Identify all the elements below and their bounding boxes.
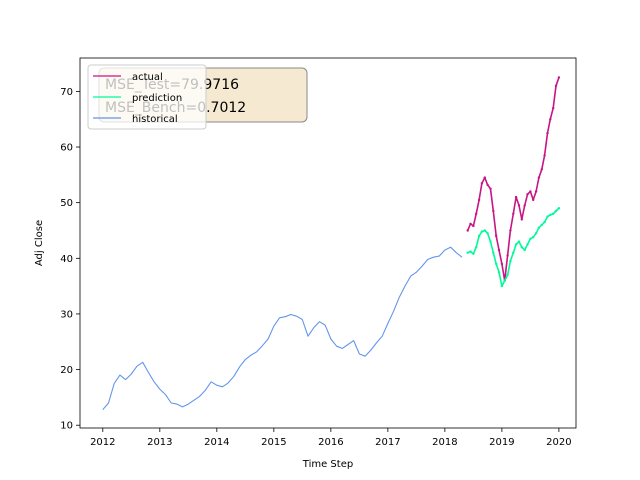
y-axis: 10 20 30 40 50 60 70 [60, 87, 80, 432]
data-point-actual [500, 262, 504, 266]
data-point-prediction [509, 259, 512, 263]
y-axis-label: Adj Close [34, 220, 45, 266]
x-tick-label: 2016 [318, 437, 343, 448]
data-point-prediction [540, 223, 543, 227]
y-tick-label: 20 [60, 365, 73, 376]
data-point-prediction [489, 240, 492, 243]
x-tick-label: 2015 [261, 437, 286, 448]
data-point-prediction [517, 240, 521, 243]
data-point-actual [486, 183, 489, 187]
data-point-prediction [546, 215, 549, 218]
data-point-prediction [480, 230, 484, 233]
data-point-prediction [526, 243, 529, 246]
data-point-prediction [520, 246, 523, 249]
legend-label-prediction: prediction [132, 93, 182, 104]
data-point-prediction [475, 246, 478, 249]
x-tick-label: 2020 [546, 437, 571, 448]
data-point-prediction [529, 237, 532, 240]
data-point-prediction [483, 229, 486, 232]
data-point-prediction [466, 251, 469, 254]
data-point-actual [469, 222, 472, 225]
data-point-prediction [503, 279, 506, 282]
x-tick-label: 2018 [432, 437, 457, 448]
x-tick-label: 2014 [204, 437, 229, 448]
y-tick-label: 30 [60, 309, 73, 320]
x-axis: 2012 2013 2014 2015 2016 2017 2018 2019 2020 [90, 428, 572, 448]
data-point-actual [466, 229, 469, 232]
data-point-prediction [472, 252, 475, 255]
data-point-actual [506, 254, 509, 257]
legend: actual prediction historical [87, 64, 207, 130]
data-point-actual [532, 198, 535, 202]
x-axis-label: Time Step [302, 459, 353, 470]
data-point-prediction [512, 251, 515, 254]
y-tick-label: 70 [60, 87, 73, 98]
y-tick-label: 50 [60, 198, 73, 209]
legend-box [87, 64, 207, 130]
data-point-actual [483, 176, 486, 179]
data-point-prediction [500, 284, 504, 288]
data-point-prediction [534, 232, 538, 235]
data-point-prediction [543, 220, 546, 224]
data-point-prediction [532, 236, 535, 239]
data-point-prediction [469, 250, 472, 253]
data-point-prediction [523, 248, 526, 252]
data-point-prediction [537, 226, 541, 229]
data-point-actual [534, 190, 538, 193]
data-point-actual [475, 212, 478, 215]
data-point-actual [477, 198, 481, 202]
series-layer [102, 76, 561, 410]
data-point-prediction [557, 207, 561, 210]
series-line-historical [102, 246, 463, 410]
data-point-prediction [492, 251, 495, 254]
data-point-prediction [552, 212, 555, 215]
data-point-actual [514, 195, 518, 199]
data-point-actual [517, 204, 521, 207]
data-point-prediction [554, 209, 558, 213]
legend-label-actual: actual [132, 72, 163, 83]
data-point-prediction [486, 232, 489, 235]
y-tick-label: 10 [60, 421, 73, 432]
y-tick-label: 60 [60, 143, 73, 154]
data-point-actual [537, 176, 541, 179]
data-point-actual [552, 106, 555, 110]
data-point-prediction [477, 234, 481, 238]
data-point-actual [492, 209, 495, 213]
data-point-actual [554, 84, 558, 88]
data-point-actual [495, 234, 498, 238]
x-tick-label: 2013 [147, 437, 172, 448]
data-point-actual [520, 218, 523, 221]
data-point-actual [480, 182, 484, 185]
data-point-actual [540, 168, 543, 171]
data-point-prediction [497, 271, 501, 274]
data-point-prediction [549, 213, 552, 217]
data-point-actual [557, 76, 561, 79]
x-tick-label: 2017 [375, 437, 400, 448]
legend-label-historical: historical [132, 114, 178, 125]
data-point-actual [549, 118, 552, 121]
data-point-actual [489, 187, 492, 190]
data-point-actual [472, 224, 475, 228]
data-point-actual [529, 190, 532, 193]
data-point-prediction [495, 262, 498, 266]
plot-frame [79, 57, 577, 429]
data-point-actual [512, 212, 515, 215]
data-point-actual [523, 204, 526, 207]
data-point-actual [546, 131, 549, 135]
x-tick-label: 2019 [489, 437, 514, 448]
x-tick-label: 2012 [90, 437, 115, 448]
y-tick-label: 40 [60, 254, 73, 265]
data-point-prediction [514, 243, 518, 246]
data-point-actual [509, 229, 512, 232]
data-point-actual [497, 248, 501, 252]
data-point-prediction [506, 273, 509, 277]
data-point-actual [543, 154, 546, 157]
data-point-actual [526, 193, 529, 196]
